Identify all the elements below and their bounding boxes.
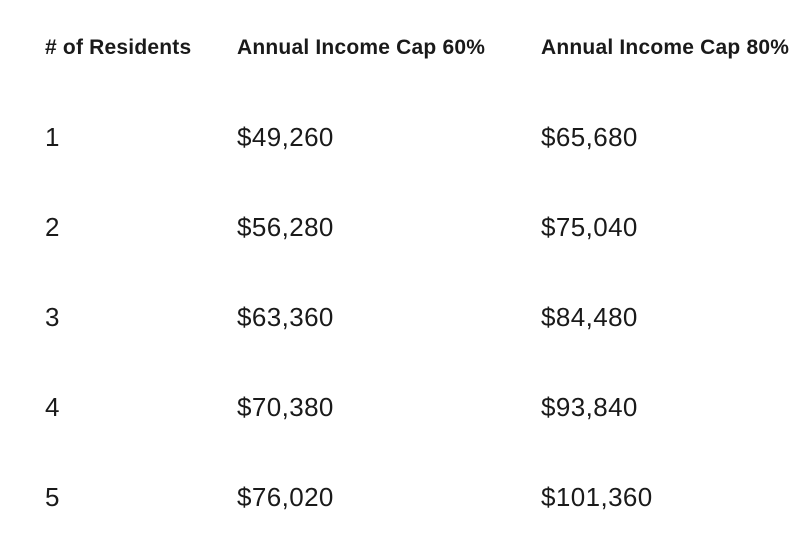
table-row: 5 $76,020 $101,360 bbox=[45, 452, 800, 542]
table-row: 2 $56,280 $75,040 bbox=[45, 182, 800, 272]
cell-cap-60: $56,280 bbox=[237, 212, 334, 242]
cell-residents: 1 bbox=[45, 122, 60, 152]
table-row: 3 $63,360 $84,480 bbox=[45, 272, 800, 362]
cell-cap-60: $63,360 bbox=[237, 302, 334, 332]
column-header-residents: # of Residents bbox=[45, 35, 192, 59]
cell-cap-80: $93,840 bbox=[541, 392, 638, 422]
cell-residents: 3 bbox=[45, 302, 60, 332]
column-header-cap-60: Annual Income Cap 60% bbox=[237, 35, 486, 59]
cell-cap-80: $101,360 bbox=[541, 482, 653, 512]
table-row: 1 $49,260 $65,680 bbox=[45, 92, 800, 182]
cell-cap-60: $76,020 bbox=[237, 482, 334, 512]
cell-cap-60: $70,380 bbox=[237, 392, 334, 422]
cell-residents: 2 bbox=[45, 212, 60, 242]
cell-residents: 4 bbox=[45, 392, 60, 422]
cell-cap-80: $84,480 bbox=[541, 302, 638, 332]
cell-cap-80: $75,040 bbox=[541, 212, 638, 242]
column-header-cap-80: Annual Income Cap 80% bbox=[541, 35, 790, 59]
table-row: 4 $70,380 $93,840 bbox=[45, 362, 800, 452]
cell-residents: 5 bbox=[45, 482, 60, 512]
cell-cap-60: $49,260 bbox=[237, 122, 334, 152]
header-row: # of Residents Annual Income Cap 60% Ann… bbox=[45, 2, 800, 92]
cell-cap-80: $65,680 bbox=[541, 122, 638, 152]
